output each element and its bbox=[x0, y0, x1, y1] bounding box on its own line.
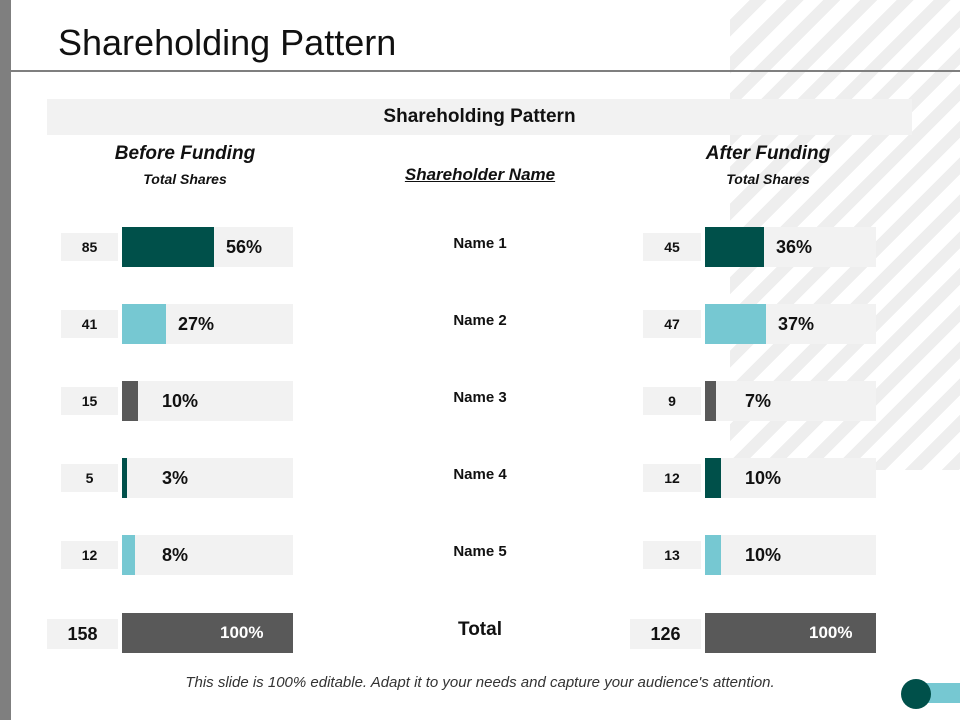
before-share-count: 5 bbox=[61, 464, 118, 492]
before-bar bbox=[122, 535, 135, 575]
shareholder-name: Name 2 bbox=[453, 312, 507, 329]
after-bar-track: 10% bbox=[705, 535, 876, 575]
after-total-shares: 126 bbox=[630, 619, 701, 649]
shareholder-name: Name 5 bbox=[453, 543, 507, 560]
left-accent-strip bbox=[0, 0, 11, 720]
before-funding-title: Before Funding bbox=[114, 143, 256, 164]
before-bar bbox=[122, 458, 127, 498]
shareholder-name: Name 4 bbox=[453, 466, 507, 483]
before-percent-label: 27% bbox=[178, 313, 215, 334]
after-bar bbox=[705, 381, 716, 421]
before-share-count: 85 bbox=[61, 233, 118, 261]
after-total-bar: 100% bbox=[705, 613, 876, 653]
before-bar-track: 27% bbox=[122, 304, 293, 344]
after-percent-label: 7% bbox=[745, 390, 772, 411]
before-share-count: 15 bbox=[61, 387, 118, 415]
before-bar bbox=[122, 227, 214, 267]
before-total-percent: 100% bbox=[220, 623, 264, 642]
after-share-count: 47 bbox=[643, 310, 701, 338]
after-share-count: 45 bbox=[643, 233, 701, 261]
footer-note: This slide is 100% editable. Adapt it to… bbox=[185, 674, 775, 691]
before-bar bbox=[122, 304, 166, 344]
after-total-shares-label: Total Shares bbox=[726, 171, 810, 187]
after-share-count: 9 bbox=[643, 387, 701, 415]
after-funding-header: After Funding Total Shares bbox=[668, 143, 868, 187]
title-divider bbox=[11, 70, 960, 72]
before-percent-label: 10% bbox=[162, 390, 199, 411]
before-funding-header: Before Funding Total Shares bbox=[85, 143, 285, 187]
before-total-shares-label: Total Shares bbox=[143, 171, 227, 187]
after-bar-track: 7% bbox=[705, 381, 876, 421]
before-total-bar: 100% bbox=[122, 613, 293, 653]
chart-title: Shareholding Pattern bbox=[383, 106, 576, 127]
after-bar bbox=[705, 304, 766, 344]
page-title: Shareholding Pattern bbox=[58, 22, 397, 63]
shareholder-name: Name 1 bbox=[453, 235, 507, 252]
total-label: Total bbox=[458, 619, 502, 640]
before-total-shares: 158 bbox=[47, 619, 118, 649]
corner-decoration-circle bbox=[901, 679, 931, 709]
after-bar-track: 36% bbox=[705, 227, 876, 267]
before-bar-track: 56% bbox=[122, 227, 293, 267]
shareholder-name-header: Shareholder Name bbox=[404, 165, 556, 184]
before-percent-label: 3% bbox=[162, 467, 189, 488]
before-share-count: 12 bbox=[61, 541, 118, 569]
table-header-band: Shareholding Pattern bbox=[47, 99, 912, 135]
after-bar bbox=[705, 227, 764, 267]
before-bar-track: 3% bbox=[122, 458, 293, 498]
after-percent-label: 10% bbox=[745, 467, 782, 488]
before-bar-track: 10% bbox=[122, 381, 293, 421]
before-share-count: 41 bbox=[61, 310, 118, 338]
before-percent-label: 56% bbox=[226, 236, 263, 257]
shareholder-name: Name 3 bbox=[453, 389, 507, 406]
after-percent-label: 10% bbox=[745, 544, 782, 565]
after-total-percent: 100% bbox=[809, 623, 853, 642]
after-percent-label: 37% bbox=[778, 313, 815, 334]
after-share-count: 12 bbox=[643, 464, 701, 492]
after-bar bbox=[705, 458, 721, 498]
after-share-count: 13 bbox=[643, 541, 701, 569]
after-bar-track: 10% bbox=[705, 458, 876, 498]
after-funding-title: After Funding bbox=[705, 143, 831, 164]
after-percent-label: 36% bbox=[776, 236, 813, 257]
before-bar bbox=[122, 381, 138, 421]
before-bar-track: 8% bbox=[122, 535, 293, 575]
before-percent-label: 8% bbox=[162, 544, 189, 565]
after-bar bbox=[705, 535, 721, 575]
after-bar-track: 37% bbox=[705, 304, 876, 344]
